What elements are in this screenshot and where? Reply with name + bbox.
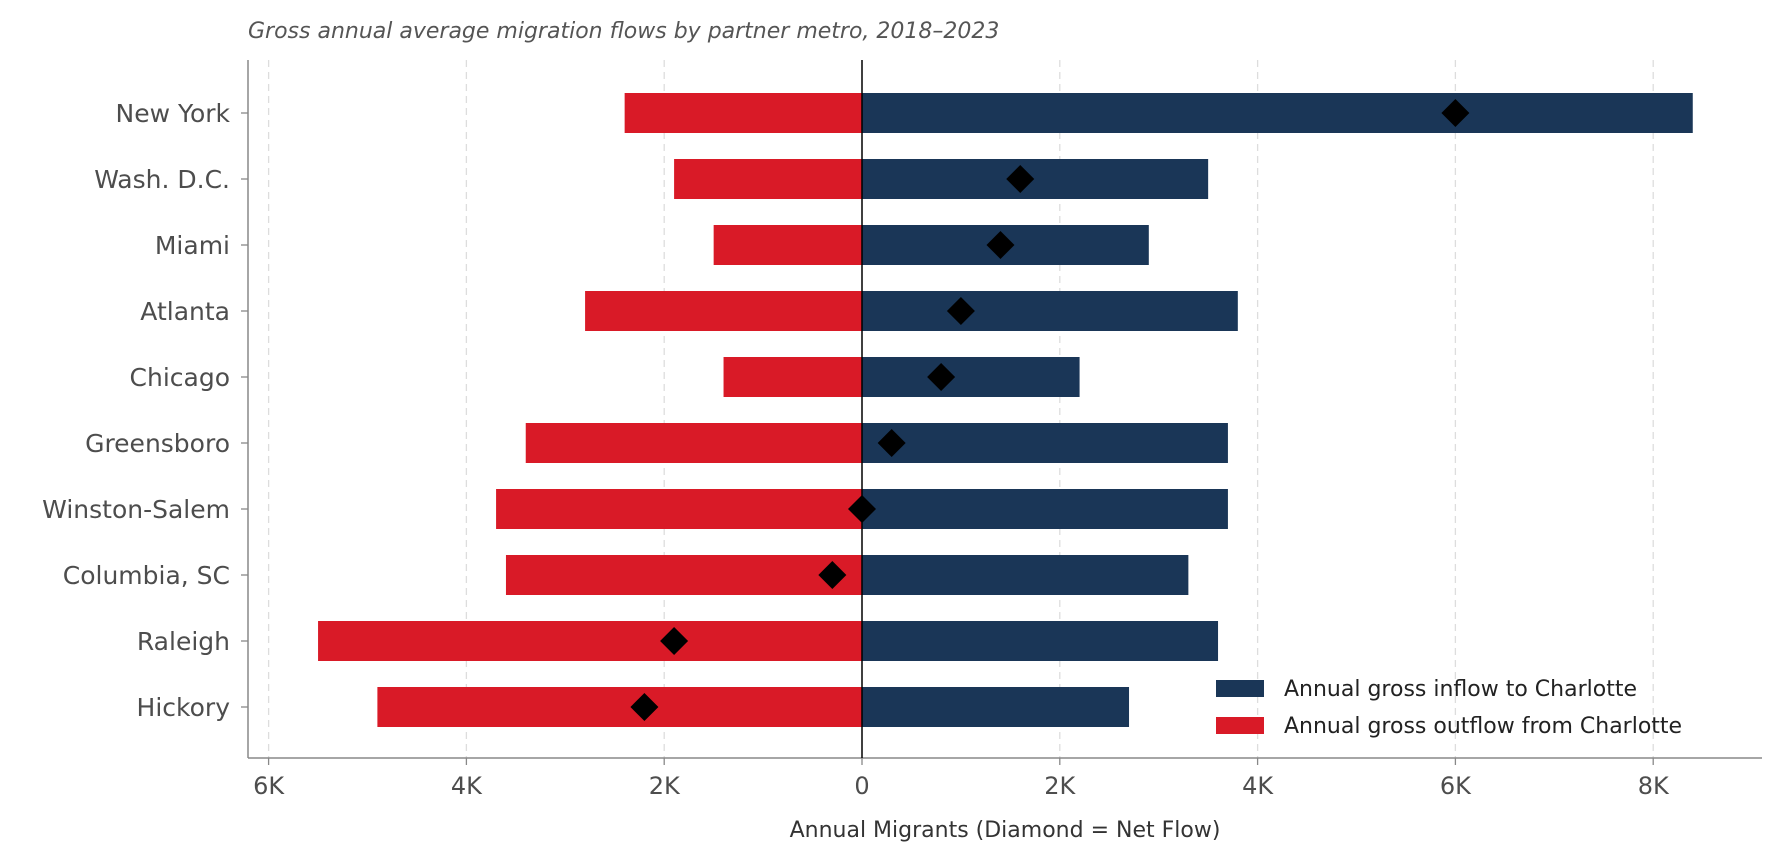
bar-outflow-1 [674, 159, 862, 199]
x-tick-label-4: 2K [1044, 772, 1076, 800]
net-flow-marker-4 [927, 363, 956, 391]
net-flow-marker-9 [630, 693, 659, 721]
legend-label-outflow: Annual gross outflow from Charlotte [1284, 714, 1682, 739]
bar-outflow-8 [318, 621, 862, 661]
legend: Annual gross inflow to Charlotte Annual … [1216, 677, 1682, 739]
legend-swatch-outflow [1216, 717, 1264, 734]
bar-outflow-9 [377, 687, 862, 727]
legend-swatch-inflow [1216, 680, 1264, 697]
bar-inflow-0 [862, 93, 1693, 133]
category-label-0: New York [116, 99, 231, 128]
bar-inflow-5 [862, 423, 1228, 463]
legend-label-inflow: Annual gross inflow to Charlotte [1284, 677, 1637, 702]
x-tick-label-2: 2K [649, 772, 681, 800]
bar-outflow-0 [624, 93, 862, 133]
x-tick-label-1: 4K [451, 772, 483, 800]
category-label-8: Raleigh [137, 627, 230, 656]
bar-inflow-8 [862, 621, 1219, 661]
bar-outflow-5 [525, 423, 862, 463]
category-label-9: Hickory [137, 693, 231, 722]
net-flow-marker-6 [848, 495, 876, 523]
bar-inflow-6 [862, 489, 1228, 529]
net-flow-marker-0 [1441, 99, 1470, 127]
bar-inflow-9 [862, 687, 1130, 727]
bar-outflow-4 [723, 357, 862, 397]
x-tick-label-3: 0 [854, 772, 869, 800]
bar-outflow-6 [496, 489, 862, 529]
x-tick-label-7: 8K [1638, 772, 1670, 800]
bar-outflow-3 [585, 291, 862, 331]
category-label-2: Miami [155, 231, 230, 260]
x-tick-label-5: 4K [1242, 772, 1274, 800]
axis-layer [241, 60, 1762, 765]
marker-layer [630, 99, 1470, 721]
category-label-3: Atlanta [140, 297, 230, 326]
label-layer: 6K 4K 2K 0 2K 4K 6K 8K New York Wash. D.C. Miami At… [42, 99, 1670, 800]
bar-outflow-2 [713, 225, 862, 265]
net-flow-marker-5 [877, 429, 906, 457]
net-flow-marker-3 [946, 297, 975, 325]
bar-outflow-7 [505, 555, 862, 595]
bar-inflow-1 [862, 159, 1209, 199]
bar-layer [318, 93, 1693, 727]
x-tick-label-6: 6K [1440, 772, 1472, 800]
category-label-1: Wash. D.C. [94, 165, 230, 194]
category-label-6: Winston-Salem [42, 495, 230, 524]
x-axis-title: Annual Migrants (Diamond = Net Flow) [790, 818, 1221, 843]
net-flow-marker-7 [818, 561, 847, 589]
net-flow-marker-2 [986, 231, 1015, 259]
bar-inflow-7 [862, 555, 1189, 595]
bar-inflow-3 [862, 291, 1238, 331]
category-label-7: Columbia, SC [63, 561, 230, 590]
chart-title: Gross annual average migration flows by … [248, 19, 999, 44]
bar-inflow-4 [862, 357, 1080, 397]
net-flow-marker-8 [660, 627, 689, 655]
category-label-4: Chicago [130, 363, 230, 392]
x-tick-label-0: 6K [253, 772, 285, 800]
net-flow-marker-1 [1006, 165, 1035, 193]
category-label-5: Greensboro [85, 429, 230, 458]
